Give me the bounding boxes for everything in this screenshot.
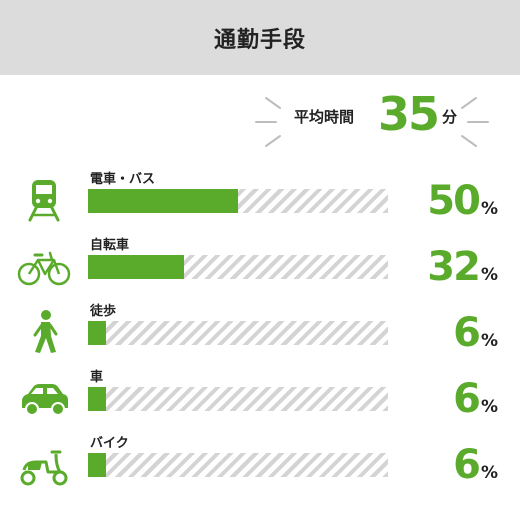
bar-track [88, 189, 388, 213]
bar [88, 189, 238, 213]
value-unit: % [480, 463, 498, 483]
value-unit: % [480, 397, 498, 417]
average-time-callout: 平均時間 35 分 [250, 88, 490, 148]
bar [88, 255, 184, 279]
average-label: 平均時間 [294, 108, 355, 126]
value-number: 6 [453, 376, 481, 422]
car-icon [22, 384, 68, 416]
bar-row: 電車・バス 50% [0, 168, 520, 232]
bar-row: 車 6% [0, 366, 520, 430]
category-label: 車 [90, 370, 104, 385]
value-label: 32% [427, 244, 498, 290]
emphasis-rays-icon [255, 97, 489, 147]
bar-row: 徒歩 6% [0, 300, 520, 364]
category-label: 自転車 [90, 238, 130, 253]
value-number: 6 [453, 310, 481, 356]
bar-track [88, 321, 388, 345]
bar-row: バイク 6% [0, 432, 520, 496]
value-unit: % [480, 199, 498, 219]
bicycle-icon [17, 251, 71, 286]
value-number: 50 [427, 178, 481, 224]
value-unit: % [480, 265, 498, 285]
value-label: 50% [427, 178, 498, 224]
bar [88, 387, 106, 411]
header-bar: 通勤手段 [0, 0, 520, 75]
bar [88, 453, 106, 477]
category-label: 徒歩 [90, 304, 117, 319]
bar-row: 自転車 32% [0, 234, 520, 298]
value-label: 6% [453, 310, 498, 356]
page-title: 通勤手段 [213, 27, 306, 53]
value-label: 6% [453, 442, 498, 488]
bar [88, 321, 106, 345]
bar-track [88, 453, 388, 477]
value-number: 32 [427, 244, 481, 290]
value-unit: % [480, 331, 498, 351]
value-number: 6 [453, 442, 481, 488]
bar-track [88, 387, 388, 411]
average-value: 35 [378, 87, 440, 141]
category-label: バイク [90, 436, 129, 451]
bar-track [88, 255, 388, 279]
category-label: 電車・バス [90, 172, 156, 187]
value-label: 6% [453, 376, 498, 422]
scooter-icon [20, 450, 68, 486]
average-unit: 分 [442, 108, 458, 126]
walking-person-icon [33, 310, 58, 353]
train-icon [28, 180, 60, 222]
